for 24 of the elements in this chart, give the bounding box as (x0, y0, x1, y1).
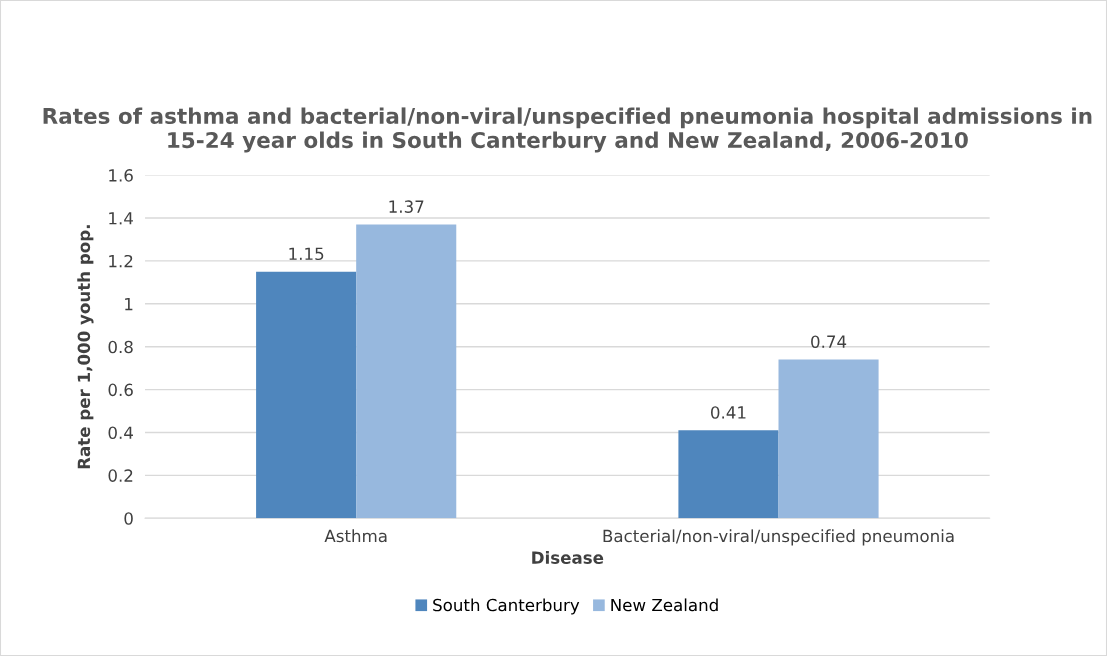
legend-label: New Zealand (611, 598, 718, 612)
y-axis-title: Rate per 1,000 youth pop. (77, 225, 94, 469)
x-tick-label: Asthma (324, 529, 387, 543)
y-tick-label: 1.4 (109, 212, 133, 225)
bar (356, 224, 457, 519)
y-tick-label: 1.2 (109, 254, 133, 268)
data-label: 0.74 (811, 335, 847, 348)
data-label: 1.37 (389, 200, 424, 213)
x-axis-title: Disease (532, 551, 604, 564)
x-tick-label: Bacterial/non-viral/unspecified pneumonia (603, 529, 954, 546)
legend-label: South Canterbury (433, 598, 580, 615)
y-tick-label: 0 (124, 512, 133, 525)
y-tick-label: 1.6 (109, 169, 133, 182)
y-tick-label: 0.6 (108, 383, 133, 397)
y-tick-label: 0.4 (108, 426, 133, 440)
data-label: 0.41 (711, 406, 746, 419)
y-tick-label: 1 (125, 297, 133, 311)
bar (678, 430, 779, 519)
y-tick-label: 0.2 (108, 469, 133, 482)
y-tick-label: 0.8 (108, 340, 133, 354)
chart-title: Rates of asthma and bacterial/non-viral/unspecified pneumonia hospital admissions in 15-24 year olds in South Canterbury and New Zealand, 2006-2010 (43, 107, 1092, 153)
data-label: 1.15 (289, 247, 324, 261)
bar (256, 271, 357, 519)
bar (778, 359, 879, 519)
